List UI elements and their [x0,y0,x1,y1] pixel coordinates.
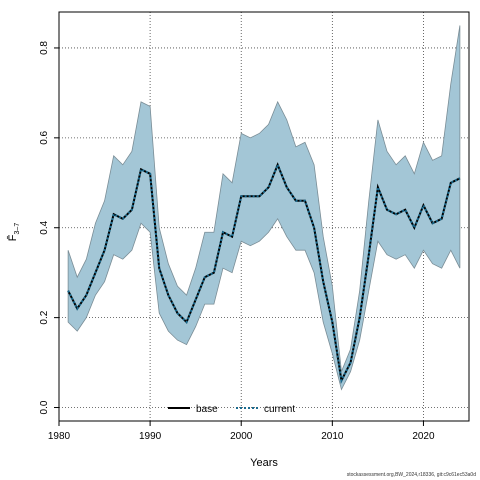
series-lines [67,162,461,384]
x-tick-label: 1980 [48,431,71,442]
axis-ticks: 1980 1990 2000 2010 2020 0.0 0.2 0.4 0.6 0.8 [39,41,435,442]
y-tick-label: 0.6 [39,130,50,144]
legend-base-label: base [196,404,218,415]
y-tick-label: 0.8 [39,41,50,55]
x-tick-label: 2010 [321,431,344,442]
series-line-current [67,162,461,384]
legend-current-label: current [264,404,295,415]
y-tick-label: 0.4 [39,220,50,234]
svg-text:F̄3–7: F̄3–7 [6,223,21,242]
y-axis-title-sub: 3–7 [14,223,21,235]
confidence-band [67,25,461,391]
y-axis-title: F̄3–7 [6,223,21,242]
x-tick-label: 1990 [139,431,162,442]
x-tick-label: 2000 [230,431,253,442]
x-tick-label: 2020 [412,431,435,442]
confidence-band-group [67,25,461,391]
plot-frame [58,11,470,422]
legend: base current [168,404,295,415]
credit-text: stockassessment.org,BW_2024,r18336, git:… [346,472,476,478]
x-axis-title: Years [250,457,278,469]
y-tick-label: 0.2 [39,310,50,324]
y-axis-title-main: F̄ [6,234,19,241]
y-tick-label: 0.0 [39,400,50,414]
